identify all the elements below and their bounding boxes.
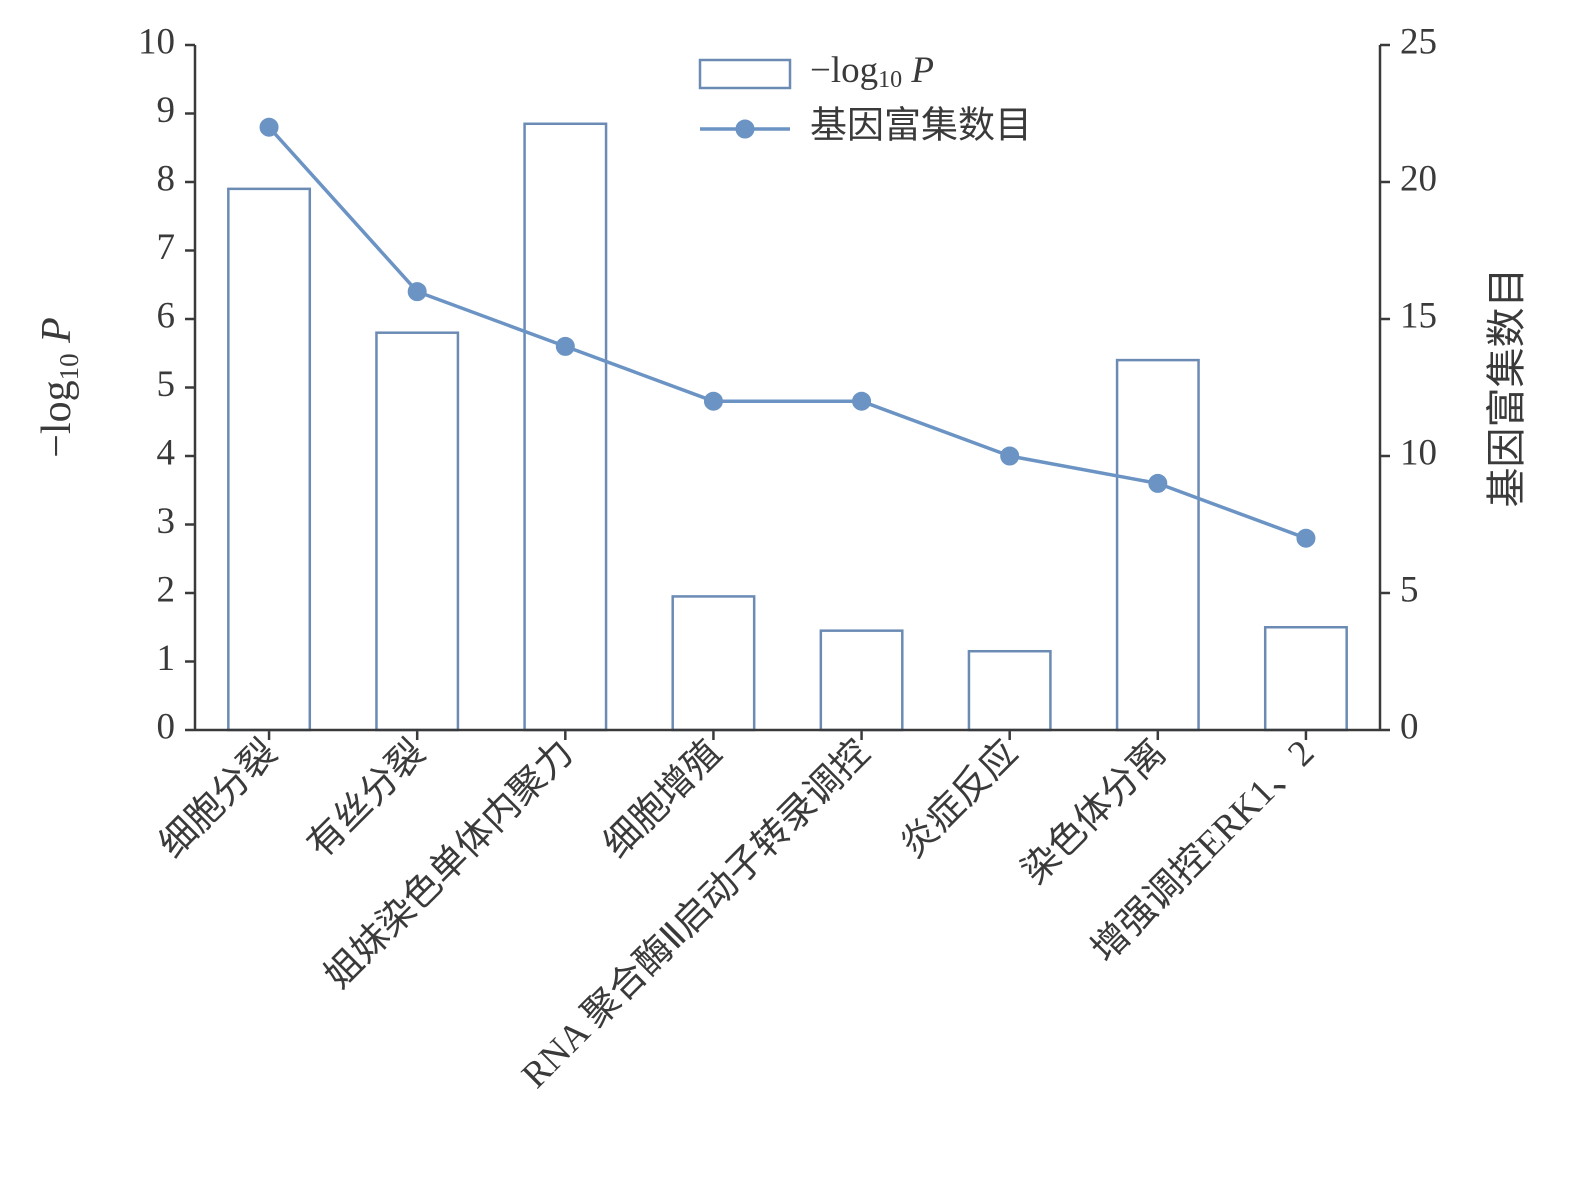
legend-line-marker [736,120,754,138]
y-left-tick-label: 8 [157,158,176,199]
y-left-axis-label: −log10 P [34,317,84,458]
y-left-tick-label: 9 [157,90,176,131]
y-left-tick-label: 1 [157,638,176,679]
line-marker [556,337,574,355]
y-left-tick-label: 6 [157,295,176,336]
y-left-tick-label: 7 [157,227,176,268]
bar [525,124,606,730]
y-left-tick-label: 2 [157,569,176,610]
legend-line-label: 基因富集数目 [810,104,1032,146]
bar [969,651,1050,730]
y-right-tick-label: 0 [1400,706,1419,747]
legend-bar-swatch [700,60,790,88]
bar [1265,627,1346,730]
line-marker [1297,529,1315,547]
y-right-tick-label: 25 [1400,21,1437,62]
dual-axis-bar-line-chart: 0123456789100510152025细胞分裂有丝分裂姐妹染色单体内聚力细… [0,0,1575,1178]
line-marker [408,283,426,301]
line-marker [260,118,278,136]
y-left-tick-label: 10 [138,21,175,62]
line-marker [1149,474,1167,492]
y-left-tick-label: 3 [157,501,176,542]
line-marker [853,392,871,410]
y-right-tick-label: 5 [1400,569,1419,610]
line-marker [704,392,722,410]
bar [821,631,902,730]
y-right-axis-label: 基因富集数目 [1484,268,1529,508]
line-marker [1001,447,1019,465]
y-right-tick-label: 10 [1400,432,1437,473]
y-left-tick-label: 0 [157,706,176,747]
y-left-tick-label: 5 [157,364,176,405]
bar [1117,360,1198,730]
bar [228,189,309,730]
legend-bar-label: −log10 P [810,50,934,92]
y-right-tick-label: 15 [1400,295,1437,336]
y-left-tick-label: 4 [157,432,176,473]
y-right-tick-label: 20 [1400,158,1437,199]
bar [673,596,754,730]
chart-container: 0123456789100510152025细胞分裂有丝分裂姐妹染色单体内聚力细… [0,0,1575,1178]
bar [376,333,457,730]
